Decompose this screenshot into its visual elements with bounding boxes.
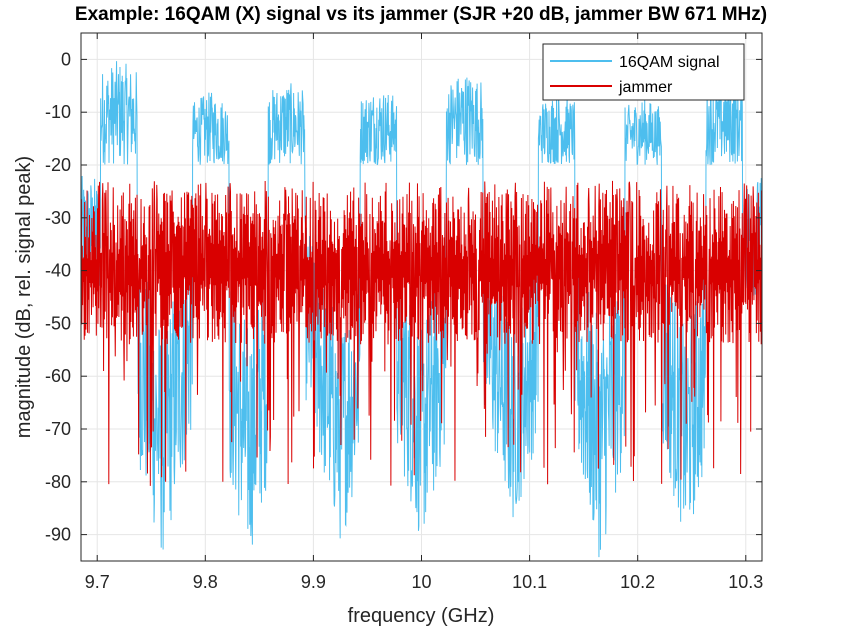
- x-axis-label: frequency (GHz): [348, 605, 495, 627]
- y-tick-label: -60: [45, 366, 71, 386]
- legend: 16QAM signal jammer: [542, 43, 745, 101]
- x-tick-label: 9.9: [301, 572, 326, 592]
- y-tick-label: -30: [45, 208, 71, 228]
- legend-box: [542, 43, 745, 101]
- x-tick-label: 9.7: [85, 572, 110, 592]
- legend-label-16qam-signal: 16QAM signal: [619, 54, 720, 71]
- x-tick-label: 10.1: [512, 572, 547, 592]
- series-16qam-signal-line: [81, 61, 762, 558]
- x-tick-label: 9.8: [193, 572, 218, 592]
- y-axis-label: magnitude (dB, rel. signal peak): [13, 156, 35, 438]
- series-jammer-line: [81, 180, 762, 486]
- y-tick-label: -70: [45, 419, 71, 439]
- legend-label-jammer: jammer: [618, 79, 673, 96]
- y-tick-label: 0: [61, 49, 71, 69]
- x-tick-label: 10.3: [728, 572, 763, 592]
- y-tick-label: -10: [45, 102, 71, 122]
- x-tick-label: 10: [411, 572, 431, 592]
- y-tick-label: -20: [45, 155, 71, 175]
- x-tick-label: 10.2: [620, 572, 655, 592]
- y-tick-label: -40: [45, 261, 71, 281]
- y-axis-tick-labels: 0 -10 -20 -30 -40 -50 -60 -70 -80 -90: [45, 49, 71, 544]
- x-axis-tick-labels: 9.7 9.8 9.9 10 10.1 10.2 10.3: [85, 572, 764, 592]
- axis-ticks: [81, 33, 762, 561]
- y-tick-label: -80: [45, 472, 71, 492]
- y-tick-label: -50: [45, 313, 71, 333]
- chart-title: Example: 16QAM (X) signal vs its jammer …: [75, 4, 767, 25]
- y-tick-label: -90: [45, 525, 71, 545]
